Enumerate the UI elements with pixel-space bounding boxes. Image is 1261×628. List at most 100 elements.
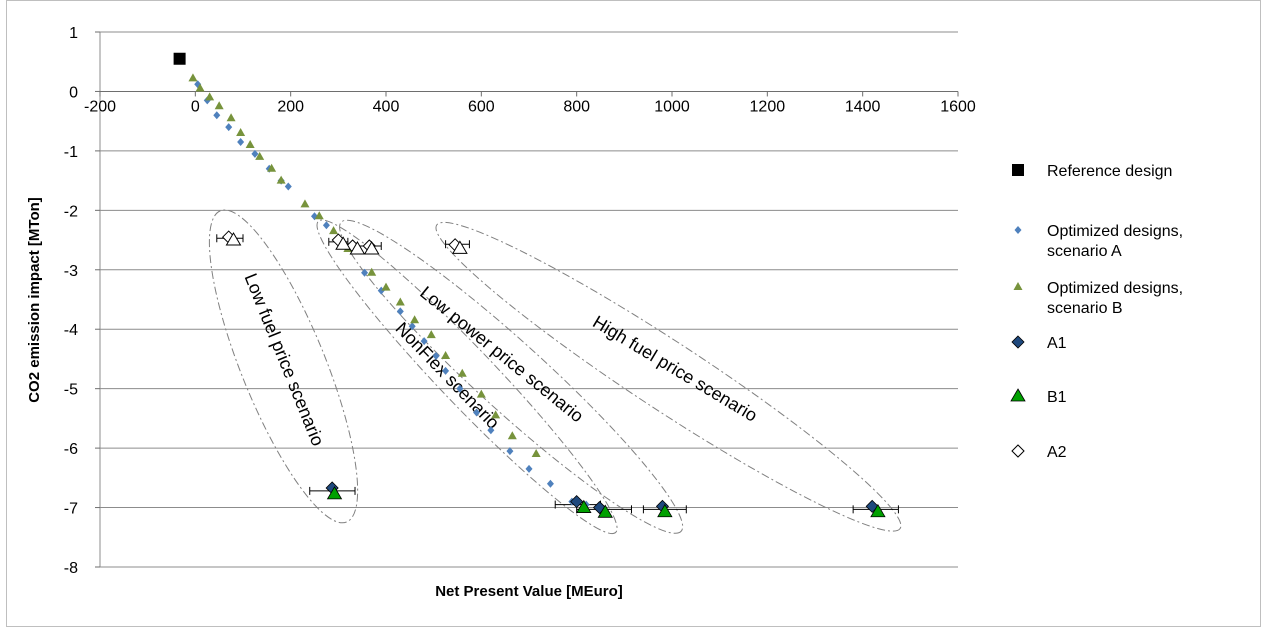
data-point-triangle: [245, 139, 255, 148]
data-point-triangle: [300, 199, 310, 208]
x-tick-label: 0: [191, 98, 200, 115]
legend-label: scenario B: [1047, 300, 1123, 317]
data-point-triangle-large: [870, 503, 886, 518]
data-point-small-diamond: [225, 123, 233, 132]
data-point-triangle: [195, 83, 205, 92]
data-point-triangle: [491, 410, 501, 419]
data-point-small-diamond: [251, 149, 259, 158]
data-point-diamond: [570, 495, 584, 509]
data-point-triangle: [410, 315, 420, 324]
data-point-triangle: [205, 92, 215, 101]
data-point-small-diamond: [396, 307, 404, 316]
y-tick-label: -5: [64, 382, 78, 399]
data-point-small-diamond: [432, 351, 440, 360]
data-point-small-diamond: [408, 322, 416, 331]
y-tick-label: 0: [69, 84, 78, 101]
y-tick-label: -7: [64, 501, 78, 518]
scenario-ellipse: [316, 219, 618, 535]
data-point-triangle-large: [657, 503, 673, 518]
x-tick-label: 1400: [845, 98, 881, 115]
data-point-small-diamond: [322, 221, 330, 230]
data-point-triangle: [314, 211, 324, 220]
data-point-triangle: [214, 101, 224, 110]
legend-marker-triangle: [1013, 282, 1023, 290]
x-tick-label: 400: [373, 98, 400, 115]
legend-marker-diamond: [1011, 335, 1025, 349]
data-point-triangle-large: [597, 504, 613, 518]
legend: Reference design Optimized designs, scenar…: [1010, 163, 1183, 461]
data-point-triangle: [476, 389, 486, 398]
data-point-open-triangle: [335, 236, 351, 250]
data-point-open-triangle: [452, 240, 468, 254]
data-point-triangle: [457, 368, 467, 377]
data-point-triangle: [267, 163, 277, 172]
x-tick-label: 800: [563, 98, 590, 115]
data-point-small-diamond: [525, 464, 533, 473]
x-tick-label: 200: [277, 98, 304, 115]
y-tick-label: -3: [64, 263, 78, 280]
data-point-small-diamond: [213, 111, 221, 120]
data-point-triangle: [381, 282, 391, 291]
data-point-triangle: [276, 175, 286, 184]
data-point-triangle: [395, 297, 405, 306]
data-point-open-triangle: [363, 240, 380, 255]
legend-label: Optimized designs,: [1047, 223, 1183, 240]
y-tick-label: -6: [64, 441, 78, 458]
data-point-small-diamond: [361, 268, 369, 277]
data-point-triangle: [426, 330, 436, 339]
axes: [95, 31, 959, 568]
data-point-small-diamond: [237, 137, 245, 146]
x-tick-label: 1000: [654, 98, 690, 115]
legend-marker-open-diamond: [1011, 444, 1025, 458]
scenario-ellipse: [208, 209, 359, 524]
data-point-triangle: [507, 431, 517, 440]
chart-frame: [6, 0, 1261, 627]
data-points: [173, 52, 886, 518]
data-point-small-diamond: [456, 384, 464, 393]
scenario-ellipse: [435, 221, 902, 532]
legend-label: scenario A: [1047, 243, 1122, 260]
data-point-triangle: [255, 151, 265, 160]
data-point-square: [173, 52, 186, 65]
x-tick-label: 1600: [940, 98, 976, 115]
data-point-open-triangle: [349, 240, 366, 255]
data-point-small-diamond: [473, 408, 481, 417]
x-tick-label: 1200: [750, 98, 786, 115]
data-point-triangle: [226, 113, 236, 122]
data-point-open-triangle: [225, 232, 242, 246]
data-point-small-diamond: [420, 337, 428, 346]
legend-label: A2: [1047, 444, 1067, 461]
data-point-triangle-large: [326, 486, 343, 500]
y-tick-label: -1: [64, 144, 78, 161]
data-point-triangle: [531, 449, 541, 458]
y-tick-label: -8: [64, 560, 78, 577]
legend-label: Reference design: [1047, 163, 1172, 180]
legend-label: Optimized designs,: [1047, 280, 1183, 297]
data-point-small-diamond: [546, 479, 554, 488]
y-tick-label: -4: [64, 322, 78, 339]
data-point-triangle: [441, 350, 451, 359]
x-tick-label: 600: [468, 98, 495, 115]
scenario-ellipse: [339, 219, 684, 534]
scenario-ellipses: [208, 209, 902, 535]
legend-marker-triangle-large: [1010, 388, 1026, 402]
x-axis-title: Net Present Value [MEuro]: [435, 583, 623, 600]
data-point-triangle-large: [576, 499, 592, 513]
y-axis-title: CO2 emission impact [MTon]: [26, 197, 43, 403]
data-point-small-diamond: [506, 447, 514, 456]
data-point-small-diamond: [487, 426, 495, 435]
data-point-triangle: [236, 128, 246, 137]
data-point-small-diamond: [284, 182, 292, 191]
legend-marker-small-diamond: [1014, 226, 1022, 234]
x-tick-label: -200: [84, 98, 116, 115]
tick-labels: -200 0 200 400 600 800 1000 1200 1400 1600 1 0 -1 -2 -…: [64, 25, 976, 577]
data-point-triangle: [329, 226, 339, 235]
legend-label: B1: [1047, 389, 1067, 406]
legend-marker-square: [1012, 164, 1024, 176]
data-point-triangle: [367, 267, 377, 276]
data-point-small-diamond: [442, 366, 450, 375]
data-point-triangle: [188, 73, 198, 82]
y-tick-label: 1: [69, 25, 78, 42]
y-tick-label: -2: [64, 203, 78, 220]
